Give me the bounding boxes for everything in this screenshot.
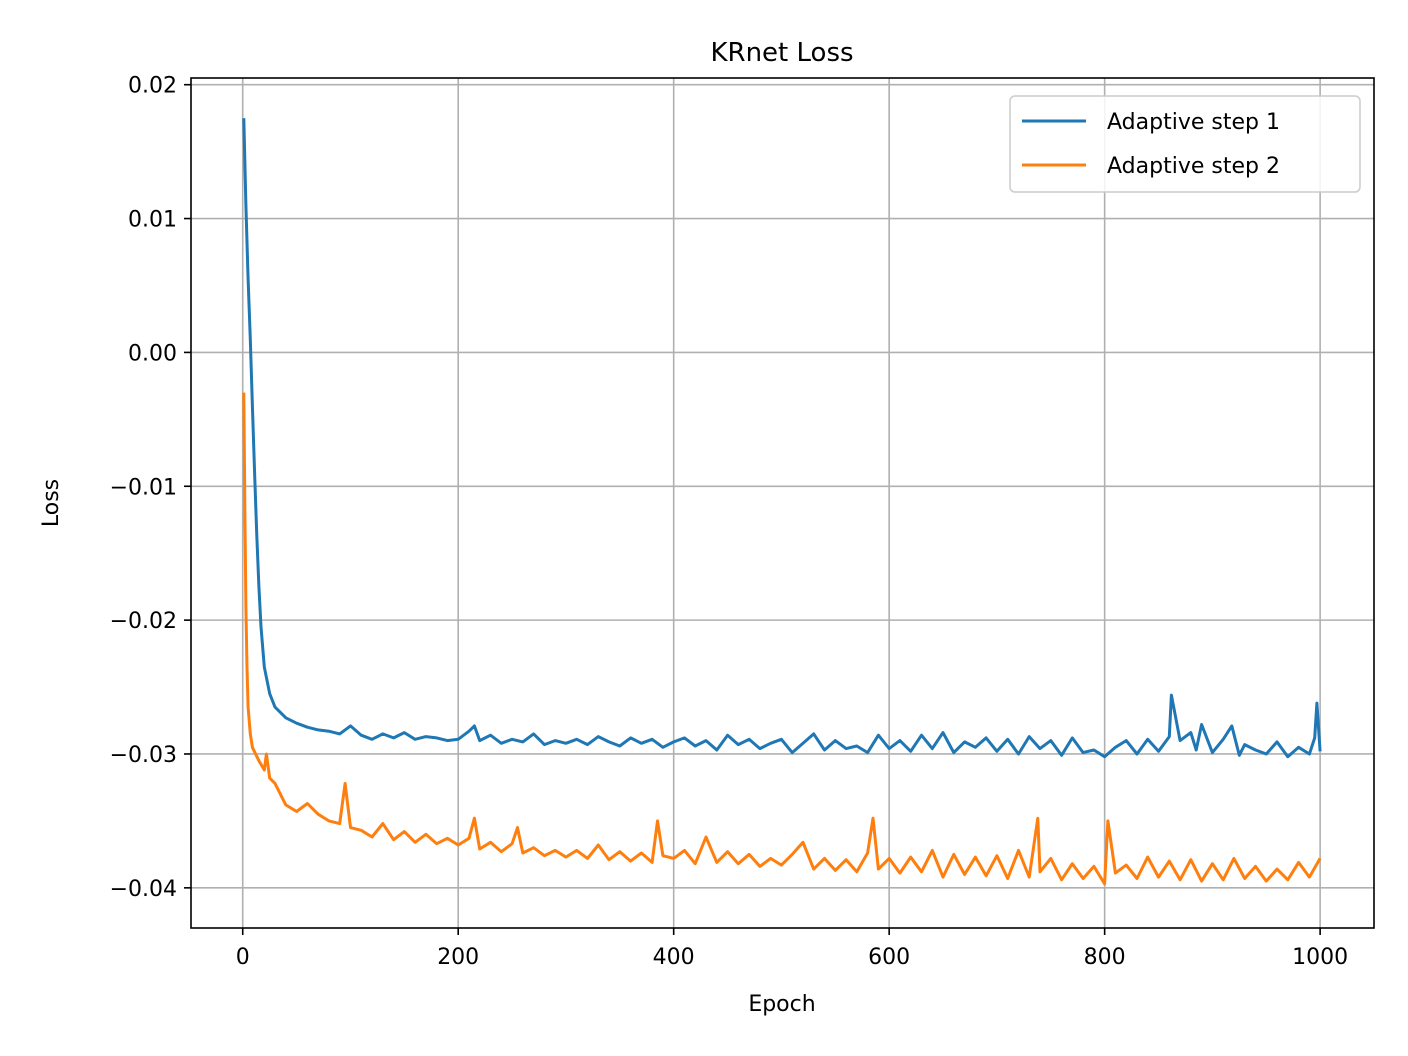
x-tick-label: 800 bbox=[1084, 945, 1126, 970]
y-tick-label: −0.02 bbox=[110, 609, 177, 634]
x-tick-label: 400 bbox=[653, 945, 695, 970]
y-tick-label: 0.02 bbox=[128, 74, 177, 99]
y-axis: 0.02 0.01 0.00 −0.01 −0.02 −0.03 −0.04 bbox=[110, 74, 191, 902]
x-tick-label: 0 bbox=[236, 945, 250, 970]
y-tick-label: 0.00 bbox=[128, 341, 177, 366]
y-tick-label: 0.01 bbox=[128, 208, 177, 233]
plot-area-frame bbox=[190, 77, 1375, 929]
grid bbox=[191, 78, 1374, 928]
x-tick-label: 600 bbox=[868, 945, 910, 970]
y-tick-label: −0.01 bbox=[110, 475, 177, 500]
legend-box bbox=[1009, 95, 1361, 193]
chart-title: KRnet Loss bbox=[710, 38, 853, 68]
series-layer bbox=[242, 118, 1322, 886]
legend: Adaptive step 1 Adaptive step 2 bbox=[1009, 95, 1361, 193]
series-line-2 bbox=[242, 392, 1322, 886]
legend-label-series-2: Adaptive step 2 bbox=[1107, 154, 1280, 179]
y-tick-label: −0.04 bbox=[110, 877, 177, 902]
legend-label-series-1: Adaptive step 1 bbox=[1107, 110, 1280, 135]
x-axis-title: Epoch bbox=[748, 992, 815, 1017]
y-axis-title: Loss bbox=[39, 479, 64, 527]
y-tick-label: −0.03 bbox=[110, 743, 177, 768]
x-tick-label: 200 bbox=[437, 945, 479, 970]
series-line-1 bbox=[242, 118, 1322, 759]
x-tick-label: 1000 bbox=[1292, 945, 1348, 970]
x-axis: 0 200 400 600 800 1000 bbox=[236, 928, 1348, 970]
